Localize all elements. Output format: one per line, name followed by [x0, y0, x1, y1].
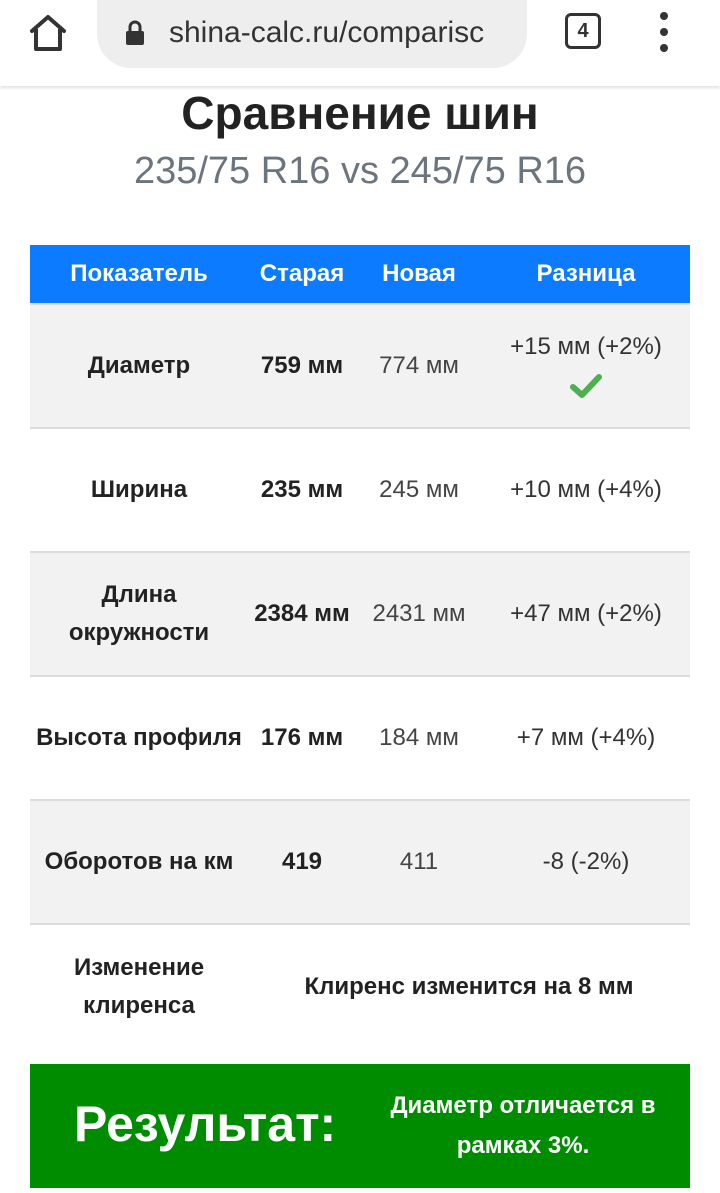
url-text[interactable]: shina-calc.ru/comparisc — [169, 16, 485, 49]
difference-value: +10 мм (+4%) — [482, 427, 690, 552]
page-title: Сравнение шин — [181, 87, 539, 139]
header-new: Новая — [356, 245, 482, 304]
clearance-row: Изменение клиренса Клиренс изменится на … — [30, 923, 690, 1048]
new-value: 184 мм — [356, 675, 482, 800]
table-row: Ширина 235 мм 245 мм +10 мм (+4%) — [30, 427, 690, 552]
difference-value: +7 мм (+4%) — [482, 675, 690, 800]
difference-value: +47 мм (+2%) — [482, 551, 690, 676]
table-row: Диаметр 759 мм 774 мм +15 мм (+2%) — [30, 303, 690, 428]
result-title: Результат: — [74, 1096, 337, 1152]
result-text: Диаметр отличается в рамках 3%. — [390, 1092, 656, 1159]
difference-value: -8 (-2%) — [482, 799, 690, 924]
header-old: Старая — [248, 245, 356, 304]
row-label: Длина окружности — [30, 551, 248, 676]
new-value: 245 мм — [356, 427, 482, 552]
old-value: 2384 мм — [248, 551, 356, 676]
page-subtitle: 235/75 R16 vs 245/75 R16 — [133, 150, 587, 192]
check-icon — [570, 373, 602, 399]
table-row: Высота профиля 176 мм 184 мм +7 мм (+4%) — [30, 675, 690, 800]
clearance-label: Изменение клиренса — [30, 923, 248, 1048]
table-row: Длина окружности 2384 мм 2431 мм +47 мм … — [30, 551, 690, 676]
row-label: Ширина — [30, 427, 248, 552]
table-header-row: Показатель Старая Новая Разница — [30, 245, 690, 304]
row-label: Оборотов на км — [30, 799, 248, 924]
home-icon[interactable] — [26, 13, 70, 53]
old-value: 176 мм — [248, 675, 356, 800]
clearance-value: Клиренс изменится на 8 мм — [248, 923, 690, 1048]
header-indicator: Показатель — [30, 245, 248, 304]
new-value: 774 мм — [356, 303, 482, 428]
old-value: 759 мм — [248, 303, 356, 428]
row-label: Высота профиля — [30, 675, 248, 800]
table-row: Оборотов на км 419 411 -8 (-2%) — [30, 799, 690, 924]
old-value: 235 мм — [248, 427, 356, 552]
header-difference: Разница — [482, 245, 690, 304]
more-menu-icon[interactable] — [651, 12, 677, 52]
comparison-table: Показатель Старая Новая Разница Диаметр … — [30, 245, 690, 1048]
difference-cell: +15 мм (+2%) — [482, 303, 690, 428]
address-bar[interactable]: shina-calc.ru/comparisc — [97, 0, 527, 68]
browser-toolbar: shina-calc.ru/comparisc 4 — [0, 0, 720, 86]
new-value: 2431 мм — [356, 551, 482, 676]
difference-value: +15 мм (+2%) — [510, 333, 662, 360]
tabs-icon[interactable]: 4 — [565, 13, 601, 49]
new-value: 411 — [356, 799, 482, 924]
lock-icon — [125, 20, 145, 46]
old-value: 419 — [248, 799, 356, 924]
row-label: Диаметр — [30, 303, 248, 428]
result-banner: Результат: Диаметр отличается в рамках 3… — [30, 1064, 690, 1188]
